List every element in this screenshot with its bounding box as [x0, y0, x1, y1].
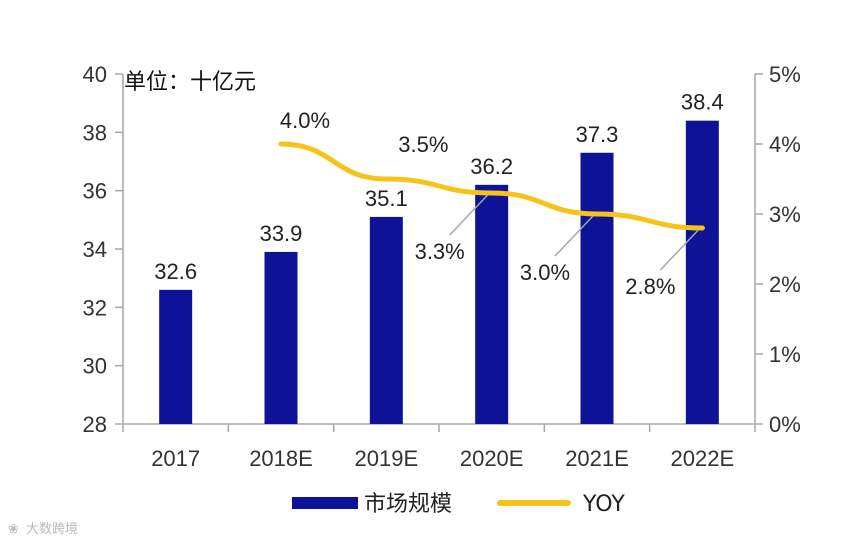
x-tick-label: 2018E [249, 446, 313, 471]
left-tick-label: 32 [83, 295, 107, 320]
right-tick-label: 5% [769, 62, 801, 87]
legend: 市场规模 YOY [292, 492, 625, 517]
watermark-logo: ❀ [8, 522, 19, 537]
yoy-label: 4.0% [280, 108, 330, 133]
yoy-point-2021E[interactable] [594, 211, 600, 217]
unit-label: 单位：十亿元 [124, 70, 256, 95]
yoy-label: 3.0% [520, 260, 570, 285]
yoy-label: 3.5% [398, 132, 448, 157]
right-tick-label: 2% [769, 272, 801, 297]
x-tick-label: 2020E [460, 446, 524, 471]
bar-2022E[interactable] [685, 120, 719, 425]
left-tick-label: 40 [83, 62, 107, 87]
yoy-point-2020E[interactable] [489, 190, 495, 196]
right-tick-label: 1% [769, 342, 801, 367]
bar-label: 37.3 [576, 122, 619, 147]
yoy-leader-line [659, 229, 699, 271]
x-tick-label: 2021E [565, 446, 629, 471]
left-tick-label: 38 [83, 120, 107, 145]
left-tick-label: 28 [83, 412, 107, 437]
right-tick-label: 3% [769, 202, 801, 227]
bar-2020E[interactable] [475, 184, 509, 424]
yoy-line-group [278, 141, 705, 231]
bar-label: 33.9 [260, 221, 303, 246]
yoy-leader-line [449, 194, 489, 236]
bar-2018E[interactable] [264, 251, 298, 424]
data-labels: 32.6 33.9 35.1 36.2 37.3 38.4 4.0% 3.5% 3.3% 3.0%… [154, 90, 723, 299]
right-tick-label: 4% [769, 132, 801, 157]
yoy-point-2018E[interactable] [278, 141, 284, 147]
bar-label: 36.2 [470, 154, 513, 179]
right-tick-label: 0% [769, 412, 801, 437]
left-tick-label: 30 [83, 354, 107, 379]
yoy-label: 3.3% [415, 239, 465, 264]
yoy-label: 2.8% [625, 274, 675, 299]
left-tick-label: 34 [83, 237, 107, 262]
yoy-leader-line [554, 215, 594, 257]
legend-swatch-bar [292, 497, 358, 509]
bars [159, 120, 719, 425]
bar-2017[interactable] [159, 289, 193, 424]
bar-label: 35.1 [365, 186, 408, 211]
yoy-point-2019E[interactable] [383, 176, 389, 182]
bar-label: 38.4 [681, 90, 724, 115]
watermark-text: 大数跨境 [26, 522, 78, 537]
bar-label: 32.6 [154, 259, 197, 284]
watermark: ❀ 大数跨境 [8, 522, 78, 537]
x-tick-label: 2017 [151, 446, 200, 471]
left-tick-label: 36 [83, 179, 107, 204]
yoy-point-2022E[interactable] [699, 225, 705, 231]
x-tick-label: 2019E [355, 446, 419, 471]
legend-label-line: YOY [582, 492, 625, 517]
bar-2019E[interactable] [369, 216, 403, 424]
legend-label-bar: 市场规模 [364, 492, 452, 517]
axes: 28 30 32 34 36 38 40 0% 1% 2% 3% 4% 5% 2017 2018E 2019E… [83, 62, 801, 471]
bar-2021E[interactable] [580, 152, 614, 424]
x-tick-label: 2022E [671, 446, 735, 471]
